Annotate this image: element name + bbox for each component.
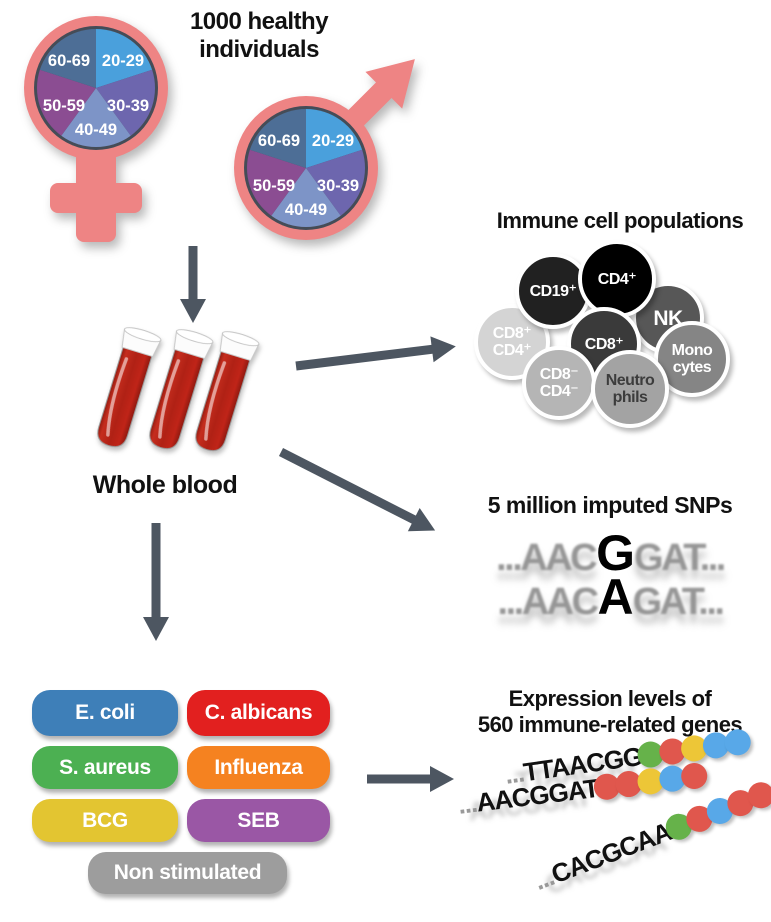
pie-slice-40-49 (271, 168, 341, 227)
stimulus-label: Non stimulated (113, 861, 262, 884)
expression-dot (723, 727, 753, 757)
pie-slice-20-29 (96, 29, 153, 88)
stimulus-calbicans: C. albicans (187, 690, 330, 736)
snp-sequence-reference: ...AAC G GAT... (496, 524, 726, 581)
snp-sequence-variant: ...AAC A GAT... (498, 568, 725, 625)
cell-label: CD4⁺ (492, 342, 532, 359)
cell-circle-neutrophils: Neutro phils (591, 350, 669, 428)
cohort-title: 1000 healthy individuals (189, 8, 329, 63)
blood-tube (149, 329, 214, 450)
female-symbol: 20-29 30-39 40-49 50-59 60-69 (24, 16, 168, 242)
arrow-blood-to-stimulation (143, 523, 169, 641)
expression-title-line1: Expression levels of (508, 686, 712, 711)
pie-slice-60-69 (39, 29, 96, 88)
snp-seq-prefix: ...AAC (497, 581, 600, 623)
pie-slice-20-29 (306, 109, 363, 168)
pie-slice-50-59 (37, 69, 96, 136)
cell-label: CD19⁺ (529, 282, 577, 300)
pie-label-20-29: 20-29 (312, 132, 354, 150)
snp-seq-suffix: GAT... (634, 537, 726, 579)
blood-tube (97, 327, 162, 448)
stimulus-bcg: BCG (32, 799, 178, 842)
stimulus-seb: SEB (187, 799, 330, 842)
cell-label: CD8⁺ (584, 335, 624, 353)
cell-label: Mono (671, 342, 713, 359)
snp-seq-prefix: ...AAC (496, 537, 598, 579)
pie-slice-30-39 (306, 149, 365, 216)
male-symbol: 20-29 30-39 40-49 50-59 60-69 (234, 59, 415, 240)
stimulus-label: S. aureus (59, 755, 151, 779)
expression-title: Expression levels of 560 immune-related … (450, 686, 770, 739)
snp-sequences: ...AAC G GAT... ...AAC A GAT... (430, 524, 771, 625)
stimulus-non-stimulated: Non stimulated (88, 852, 287, 894)
stimulus-label: BCG (82, 808, 128, 832)
whole-blood-label: Whole blood (92, 471, 238, 499)
stimulus-label: SEB (237, 808, 280, 832)
snp-seq-suffix: GAT... (632, 581, 725, 623)
snp-allele-g: G (596, 525, 635, 581)
female-age-pie: 20-29 30-39 40-49 50-59 60-69 (37, 29, 155, 147)
pie-label-60-69: 60-69 (258, 132, 300, 150)
arrow-blood-to-cells (295, 336, 456, 371)
female-symbol-crossbar (50, 183, 142, 213)
cell-label: CD8⁻ (539, 366, 579, 383)
pie-label-40-49: 40-49 (75, 121, 117, 139)
pie-slice-40-49 (61, 88, 131, 147)
arrow-blood-to-snps (278, 447, 436, 532)
cell-label: phils (612, 389, 648, 406)
expression-dot (679, 761, 709, 791)
expression-title-line2: 560 immune-related genes (477, 712, 743, 738)
pie-slice-50-59 (247, 149, 306, 216)
blood-tubes (97, 327, 260, 452)
stimulus-label: Influenza (214, 755, 303, 779)
pie-label-30-39: 30-39 (317, 177, 359, 195)
pie-slice-60-69 (249, 109, 306, 168)
cell-circle-cd4: CD4⁺ (578, 240, 656, 318)
pie-label-60-69: 60-69 (48, 52, 90, 70)
cell-label: CD8⁺ (492, 325, 532, 342)
cell-label: CD4⁻ (539, 383, 579, 400)
stimulus-label: C. albicans (204, 701, 313, 724)
pie-label-20-29: 20-29 (102, 52, 144, 70)
stimulus-ecoli: E. coli (32, 690, 178, 736)
flow-arrows (143, 246, 456, 792)
stimulus-influenza: Influenza (187, 746, 330, 789)
arrow-stimulation-to-expression (367, 766, 454, 792)
snp-allele-a: A (597, 569, 634, 625)
pie-label-50-59: 50-59 (253, 177, 295, 195)
stimulus-label: E. coli (75, 701, 135, 724)
stimulus-saureus: S. aureus (32, 746, 178, 789)
pie-slice-30-39 (96, 69, 155, 136)
male-age-pie: 20-29 30-39 40-49 50-59 60-69 (247, 109, 365, 227)
cell-circle-cd8neg-cd4neg: CD8⁻ CD4⁻ (522, 346, 596, 420)
pie-label-30-39: 30-39 (107, 97, 149, 115)
cell-label: CD4⁺ (597, 270, 637, 288)
immune-cells-title: Immune cell populations (496, 208, 744, 233)
pie-label-50-59: 50-59 (43, 97, 85, 115)
snps-title: 5 million imputed SNPs (487, 492, 733, 518)
cell-label: cytes (672, 359, 712, 376)
cell-label: Neutro (605, 372, 655, 389)
pie-label-40-49: 40-49 (285, 201, 327, 219)
arrow-individuals-to-blood (180, 246, 206, 323)
blood-tube (195, 331, 260, 452)
